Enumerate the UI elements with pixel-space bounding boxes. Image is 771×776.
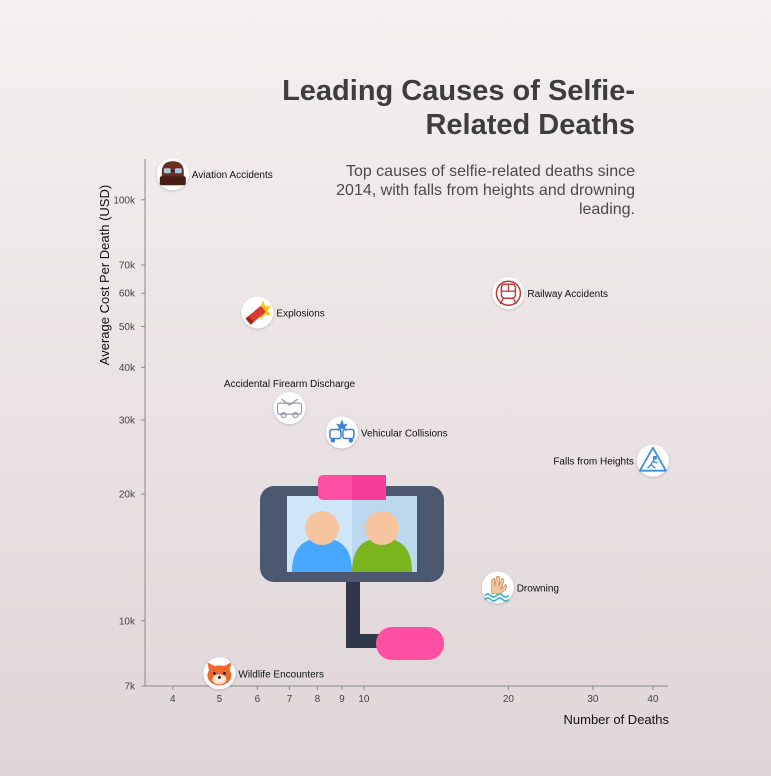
firecracker-icon <box>241 296 274 329</box>
chart-subtitle: Top causes of selfie-related deaths sinc… <box>336 163 635 218</box>
y-tick-label: 40k <box>119 363 136 374</box>
point-label: Wildlife Encounters <box>238 669 324 680</box>
point-label: Railway Accidents <box>527 289 608 300</box>
y-tick-label: 100k <box>113 195 136 206</box>
x-tick-label: 8 <box>315 694 321 705</box>
scatter-point: Aviation Accidents <box>156 158 273 191</box>
fox-icon <box>203 657 236 690</box>
x-tick-label: 10 <box>358 694 370 705</box>
scatter-point: Explosions <box>241 296 325 329</box>
gun-icon <box>273 392 306 425</box>
scatter-point: Vehicular Collisions <box>325 416 448 449</box>
point-label: Explosions <box>276 309 324 320</box>
scatter-point: Accidental Firearm Discharge <box>224 379 356 425</box>
scatter-point: Drowning <box>481 571 559 604</box>
selfie-face-left <box>305 511 339 545</box>
y-tick-label: 30k <box>119 415 136 426</box>
point-label: Vehicular Collisions <box>361 429 448 440</box>
x-axis-ticks: 4 5 6 7 8 9 10 20 30 40 <box>170 686 659 705</box>
point-label: Accidental Firearm Discharge <box>224 379 356 390</box>
chart-title: Leading Causes of Selfie-Related Deaths <box>282 75 635 141</box>
selfie-stick-pole <box>346 582 360 648</box>
x-tick-label: 4 <box>170 694 176 705</box>
aviator-icon <box>156 158 189 191</box>
y-tick-label: 7k <box>124 682 136 693</box>
point-label: Falls from Heights <box>553 457 634 468</box>
y-axis-title: Average Cost Per Death (USD) <box>97 185 112 365</box>
scatter-points: Aviation Accidents Explosions Railway Acci… <box>156 158 669 690</box>
selfie-stick-phone-icon <box>260 475 444 660</box>
scatter-point: Railway Accidents <box>492 277 608 310</box>
x-tick-label: 7 <box>287 694 293 705</box>
selfie-stick-handle <box>376 627 444 660</box>
x-tick-label: 9 <box>339 694 345 705</box>
point-label: Aviation Accidents <box>192 170 273 181</box>
fall-warning-icon <box>636 444 669 477</box>
drowning-icon <box>481 571 514 604</box>
y-tick-label: 70k <box>119 261 136 272</box>
scatter-point: Falls from Heights <box>553 444 669 477</box>
y-tick-label: 50k <box>119 322 136 333</box>
selfie-stick-bend <box>346 634 386 648</box>
selfie-person-left <box>292 538 352 572</box>
selfie-person-right <box>352 538 412 572</box>
scatter-point: Wildlife Encounters <box>203 657 324 690</box>
y-axis-ticks: 7k 10k 20k 30k 40k 50k 60k 70k 100k <box>113 195 145 693</box>
x-tick-label: 20 <box>503 694 515 705</box>
point-label: Drowning <box>517 584 559 595</box>
y-tick-label: 60k <box>119 289 136 300</box>
car-crash-icon <box>325 416 358 449</box>
x-tick-label: 6 <box>255 694 261 705</box>
x-tick-label: 30 <box>587 694 599 705</box>
x-axis-title: Number of Deaths <box>564 712 670 727</box>
y-tick-label: 20k <box>119 490 136 501</box>
train-icon <box>492 277 525 310</box>
selfie-face-right <box>365 511 399 545</box>
x-tick-label: 5 <box>217 694 223 705</box>
x-tick-label: 40 <box>647 694 659 705</box>
y-tick-label: 10k <box>119 616 136 627</box>
